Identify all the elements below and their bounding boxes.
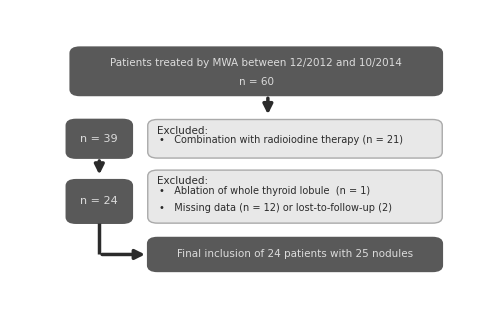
Text: •   Combination with radioiodine therapy (n = 21): • Combination with radioiodine therapy (… (160, 135, 404, 145)
Text: n = 24: n = 24 (80, 197, 118, 207)
FancyBboxPatch shape (70, 47, 442, 95)
FancyBboxPatch shape (148, 170, 442, 223)
FancyBboxPatch shape (66, 180, 132, 223)
Text: •   Ablation of whole thyroid lobule  (n = 1): • Ablation of whole thyroid lobule (n = … (160, 186, 370, 196)
Text: n = 60: n = 60 (239, 77, 274, 87)
Text: Excluded:: Excluded: (158, 176, 208, 186)
Text: Final inclusion of 24 patients with 25 nodules: Final inclusion of 24 patients with 25 n… (177, 249, 413, 259)
Text: •   Missing data (n = 12) or lost-to-follow-up (2): • Missing data (n = 12) or lost-to-follo… (160, 203, 392, 213)
Text: Patients treated by MWA between 12/2012 and 10/2014: Patients treated by MWA between 12/2012 … (110, 58, 402, 68)
Text: Excluded:: Excluded: (158, 126, 208, 136)
FancyBboxPatch shape (148, 238, 442, 271)
FancyBboxPatch shape (148, 120, 442, 158)
FancyBboxPatch shape (66, 120, 132, 158)
Text: n = 39: n = 39 (80, 134, 118, 144)
